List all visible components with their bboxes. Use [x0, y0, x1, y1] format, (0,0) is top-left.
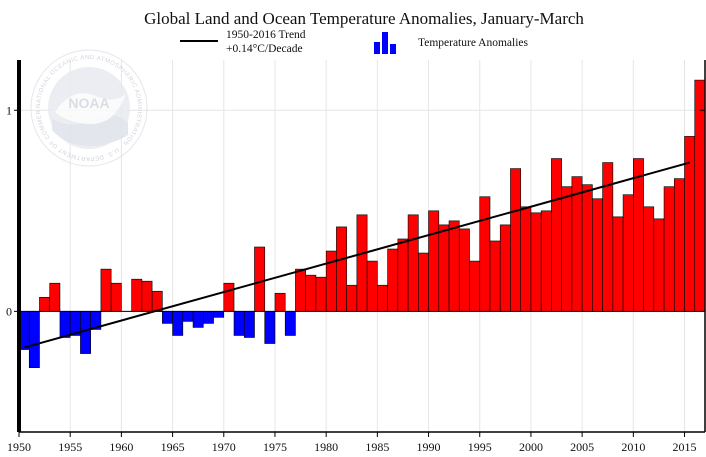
bar-1970 — [223, 282, 235, 312]
legend-trend-label: 1950-2016 Trend — [226, 29, 306, 41]
bar-1994 — [469, 260, 481, 312]
bar-2004 — [571, 176, 583, 312]
bar-1982 — [346, 284, 358, 312]
legend-bars-swatch — [374, 32, 396, 54]
x-tick-label-2000: 2000 — [519, 440, 543, 454]
bar-1989 — [418, 252, 429, 312]
watermark-logo-text: NOAA — [68, 95, 109, 111]
bar-1962 — [141, 280, 153, 312]
bar-1961 — [131, 278, 143, 312]
bar-2011 — [643, 206, 655, 312]
y-tick-label-0: 0 — [6, 304, 12, 318]
bar-1997 — [499, 224, 511, 312]
bar-1953 — [49, 282, 61, 312]
x-tick-label-1960: 1960 — [109, 440, 133, 454]
x-axis-ticks: 1950 1955 1960 1965 1970 1975 1980 1985 1990 1995… — [7, 432, 697, 454]
y-axis-ticks: 01 — [6, 103, 705, 318]
bar-1968 — [202, 311, 214, 324]
x-tick-label-2005: 2005 — [570, 440, 594, 454]
bar-2012 — [653, 218, 665, 312]
bar-1987 — [397, 238, 409, 312]
x-tick-label-1980: 1980 — [314, 440, 338, 454]
bar-2010 — [633, 158, 644, 312]
bar-1999 — [520, 206, 532, 312]
bar-2002 — [551, 158, 562, 312]
bar-2013 — [663, 186, 675, 312]
bar-1985 — [377, 284, 388, 312]
bar-2006 — [592, 198, 603, 312]
bar-1978 — [305, 274, 317, 312]
bar-1977 — [295, 268, 306, 312]
bar-1990 — [428, 210, 440, 312]
bar-1967 — [192, 311, 204, 328]
bars-group — [18, 79, 706, 368]
bar-1963 — [151, 290, 163, 312]
bar-1969 — [213, 311, 225, 318]
bar-1972 — [243, 311, 255, 338]
bar-1995 — [479, 196, 491, 312]
bar-2001 — [540, 210, 552, 312]
bar-1965 — [172, 311, 184, 336]
legend: 1950-2016 Trend +0.14°C/Decade Temperatu… — [180, 29, 529, 55]
y-tick-label-1: 1 — [6, 103, 12, 117]
bar-1980 — [325, 250, 337, 312]
x-tick-label-1975: 1975 — [263, 440, 287, 454]
x-tick-label-1985: 1985 — [365, 440, 389, 454]
bar-2005 — [581, 184, 593, 312]
x-tick-label-1970: 1970 — [212, 440, 236, 454]
bar-2000 — [530, 212, 542, 312]
x-tick-label-1950: 1950 — [7, 440, 31, 454]
bar-1993 — [458, 228, 470, 312]
bar-1983 — [356, 214, 368, 312]
bar-1988 — [407, 214, 419, 312]
x-tick-label-2010: 2010 — [621, 440, 645, 454]
bar-1996 — [489, 240, 501, 312]
bar-1976 — [284, 311, 296, 336]
bar-1991 — [438, 224, 450, 312]
trend-line — [23, 161, 690, 349]
x-tick-label-1955: 1955 — [58, 440, 82, 454]
bar-1973 — [254, 246, 266, 312]
bar-1984 — [366, 260, 378, 312]
bar-1986 — [387, 248, 399, 312]
bar-2003 — [561, 186, 573, 312]
bar-1998 — [510, 168, 522, 312]
chart-title: Global Land and Ocean Temperature Anomal… — [144, 9, 584, 28]
bar-2016 — [694, 79, 706, 312]
legend-trend-sublabel: +0.14°C/Decade — [226, 43, 303, 55]
bar-1959 — [110, 282, 122, 312]
bar-1966 — [182, 311, 194, 322]
bar-1975 — [274, 292, 286, 312]
bar-1958 — [100, 268, 112, 312]
bar-1952 — [39, 296, 51, 312]
bar-1954 — [59, 311, 71, 338]
bar-1979 — [315, 276, 327, 312]
bar-1951 — [28, 311, 40, 368]
bar-2009 — [622, 194, 634, 312]
x-tick-label-1965: 1965 — [161, 440, 185, 454]
x-tick-label-1990: 1990 — [417, 440, 441, 454]
bar-1964 — [162, 311, 173, 324]
bar-2014 — [673, 178, 685, 312]
noaa-watermark: NATIONAL OCEANIC AND ATMOSPHERIC ADMINIS… — [0, 0, 148, 167]
legend-bars-label: Temperature Anomalies — [418, 37, 529, 49]
bar-1981 — [336, 226, 347, 312]
bar-1992 — [448, 220, 460, 312]
bar-2008 — [612, 216, 624, 312]
x-tick-label-2015: 2015 — [673, 440, 697, 454]
x-tick-label-1995: 1995 — [468, 440, 492, 454]
bar-1974 — [264, 311, 276, 344]
bar-1971 — [233, 311, 245, 336]
